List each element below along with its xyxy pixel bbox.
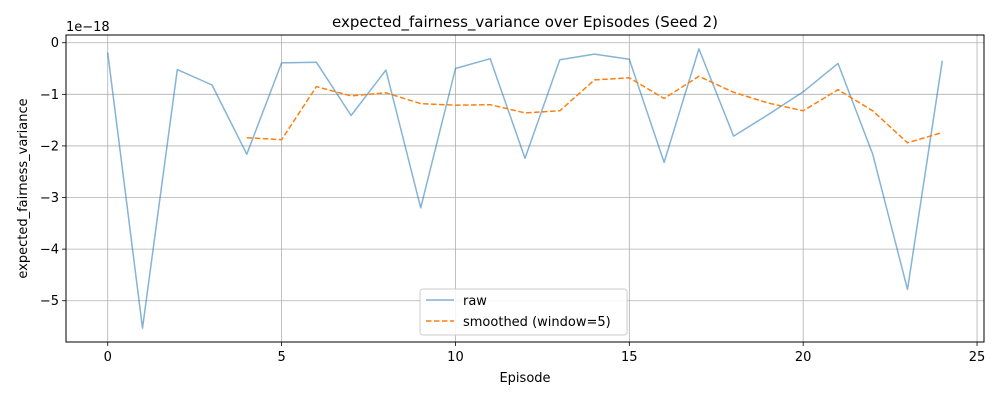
plot-frame <box>65 34 985 343</box>
series-line-raw <box>106 48 944 329</box>
y-tick-label: −2 <box>40 139 59 154</box>
chart-title: expected_fairness_variance over Episodes… <box>332 13 718 32</box>
y-tick-label: −5 <box>40 294 59 309</box>
x-tick-label: 10 <box>447 350 464 365</box>
x-axis-label: Episode <box>499 371 550 386</box>
x-tick-label: 20 <box>795 350 812 365</box>
y-axis-scale-label: 1e−18 <box>66 20 110 35</box>
grid-lines <box>66 35 984 342</box>
legend-box <box>419 288 628 336</box>
y-tick-label: −3 <box>40 191 59 206</box>
legend-label-raw: raw <box>463 294 487 309</box>
x-tick-label: 15 <box>621 350 638 365</box>
series-layer <box>106 48 944 329</box>
legend-label-smoothed: smoothed (window=5) <box>463 315 611 330</box>
y-tick-label: −1 <box>40 88 59 103</box>
series-line-smoothed <box>246 75 943 144</box>
x-tick-label: 0 <box>104 350 112 365</box>
y-axis-label: expected_fairness_variance <box>16 98 31 278</box>
x-tick-label: 5 <box>277 350 285 365</box>
axis-ticks: 0 5 10 15 20 25 0 −1 −2 −3 −4 −5 <box>40 36 985 365</box>
y-tick-label: −4 <box>40 243 59 258</box>
x-tick-label: 25 <box>969 350 986 365</box>
legend: raw smoothed (window=5) <box>419 288 628 336</box>
y-tick-label: 0 <box>51 36 59 51</box>
